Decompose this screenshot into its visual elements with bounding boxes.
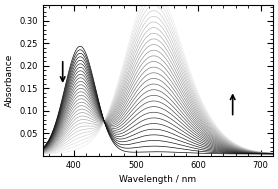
X-axis label: Wavelength / nm: Wavelength / nm — [119, 175, 197, 184]
Y-axis label: Absorbance: Absorbance — [5, 54, 14, 107]
